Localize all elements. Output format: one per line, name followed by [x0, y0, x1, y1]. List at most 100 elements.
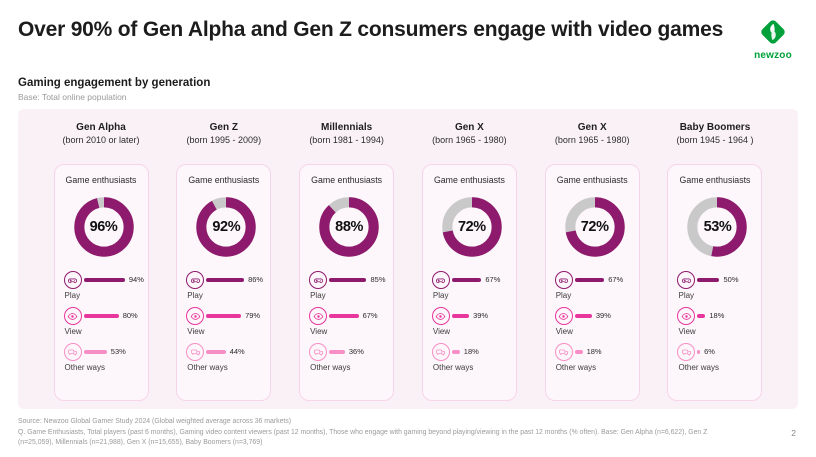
slide-footer: Source: Newzoo Global Gamer Study 2024 (… [18, 417, 798, 449]
metric-list: 67% Play 39% View 18% Other ways [431, 271, 512, 372]
generation-header: Gen Z (born 1995 - 2009) [165, 122, 283, 154]
metric-label-other: Other ways [310, 363, 351, 372]
metric-label-play: Play [187, 291, 203, 300]
metric-row-play: 50% Play [677, 271, 757, 300]
eye-icon [186, 307, 205, 325]
metric-row-other: 18% Other ways [554, 343, 635, 372]
section-head: Gaming engagement by generation Base: To… [18, 77, 798, 102]
metric-list: 94% Play 80% View 53% Other ways [63, 271, 144, 372]
generation-card: Game enthusiasts 92% 86% Play 79% View 44%… [176, 164, 272, 401]
generation-birth-range: (born 1965 - 1980) [432, 135, 507, 145]
enthusiasts-value: 72% [457, 219, 486, 235]
generation-name: Baby Boomers [679, 122, 751, 133]
generation-header: Gen Alpha (born 2010 or later) [42, 122, 160, 154]
metric-label-view: View [555, 327, 573, 336]
metric-bar-play [83, 278, 125, 282]
metric-value-play: 67% [608, 275, 624, 285]
metric-list: 86% Play 79% View 44% Other ways [186, 271, 266, 372]
metric-bar-view [83, 314, 119, 318]
metric-value-play: 67% [485, 275, 501, 285]
metric-label-play: Play [555, 291, 572, 300]
generation-name: Gen X [454, 122, 484, 133]
metric-label-play: Play [432, 291, 449, 300]
enthusiasts-donut: 96% [72, 195, 136, 259]
metric-row-play: 94% Play [63, 271, 144, 300]
metric-label-view: View [187, 327, 205, 336]
generation-name: Gen Z [209, 122, 238, 133]
gamepad-icon [309, 271, 328, 289]
metric-bar-other [329, 350, 345, 354]
generation-card: Game enthusiasts 72% 67% Play 39% View 18%… [544, 164, 640, 401]
chat-bubbles-icon [677, 343, 696, 361]
generation-header: Gen X (born 1965 - 1980) [410, 122, 528, 154]
chart-base-note: Base: Total online population [18, 92, 127, 102]
newzoo-diamond-icon [761, 20, 785, 44]
metric-label-other: Other ways [432, 363, 474, 372]
metric-value-play: 86% [248, 275, 264, 285]
metric-value-other: 36% [348, 347, 364, 357]
generation-header: Baby Boomers (born 1945 - 1964 ) [656, 122, 774, 154]
metric-bar-other [574, 350, 583, 354]
generation-header: Gen X (born 1965 - 1980) [533, 122, 651, 154]
chat-bubbles-icon [554, 343, 573, 361]
eye-icon [677, 307, 696, 325]
metric-row-other: 36% Other ways [309, 343, 389, 372]
metric-bar-view [329, 314, 359, 318]
metric-label-other: Other ways [678, 363, 719, 372]
metric-value-other: 53% [110, 347, 126, 357]
metric-value-other: 18% [586, 347, 602, 357]
enthusiasts-value: 92% [212, 219, 241, 235]
generation-name: Millennials [321, 122, 373, 133]
page-number: 2 [791, 428, 796, 439]
enthusiasts-donut: 53% [685, 195, 749, 259]
eye-icon [431, 307, 450, 325]
metric-list: 67% Play 39% View 18% Other ways [554, 271, 635, 372]
metric-bar-other [697, 350, 701, 354]
card-title: Game enthusiasts [679, 175, 751, 185]
metric-label-other: Other ways [187, 363, 228, 372]
generation-column: Gen Alpha (born 2010 or later) Game enth… [42, 122, 160, 401]
eye-icon [309, 307, 328, 325]
metric-label-view: View [432, 327, 451, 336]
footnotes: Source: Newzoo Global Gamer Study 2024 (… [18, 417, 724, 449]
generation-birth-range: (born 1995 - 2009) [186, 135, 262, 145]
enthusiasts-value: 72% [580, 219, 609, 235]
generation-card: Game enthusiasts 53% 50% Play 18% View 6% O… [667, 164, 763, 401]
generation-birth-range: (born 1945 - 1964 ) [676, 135, 754, 145]
generation-birth-range: (born 1981 - 1994) [309, 135, 384, 145]
generation-birth-range: (born 2010 or later) [62, 135, 140, 145]
generation-name: Gen X [577, 122, 607, 133]
metric-label-play: Play [64, 291, 81, 300]
eye-icon [63, 307, 82, 325]
metric-bar-play [451, 278, 482, 282]
enthusiasts-donut: 92% [194, 195, 258, 259]
metric-row-view: 18% View [677, 307, 757, 336]
metric-label-other: Other ways [64, 363, 105, 372]
metric-bar-view [574, 314, 592, 318]
generation-column: Millennials (born 1981 - 1994) Game enth… [288, 122, 406, 401]
enthusiasts-donut: 72% [440, 195, 504, 259]
source-line: Source: Newzoo Global Gamer Study 2024 (… [18, 418, 292, 425]
metric-value-play: 94% [128, 275, 144, 285]
enthusiasts-donut: 88% [317, 195, 381, 259]
enthusiasts-donut: 72% [563, 195, 627, 259]
metric-bar-view [697, 314, 706, 318]
metric-label-play: Play [310, 291, 326, 300]
newzoo-logo: newzoo [748, 14, 798, 61]
metric-label-other: Other ways [555, 363, 597, 372]
metric-value-view: 79% [245, 311, 261, 321]
metric-value-other: 18% [463, 347, 479, 357]
card-title: Game enthusiasts [311, 175, 383, 185]
eye-icon [554, 307, 573, 325]
metric-value-play: 50% [723, 275, 739, 285]
metric-bar-play [574, 278, 605, 282]
generation-column: Gen X (born 1965 - 1980) Game enthusiast… [410, 122, 528, 401]
metric-row-view: 79% View [186, 307, 266, 336]
generation-birth-range: (born 1965 - 1980) [554, 135, 630, 145]
generation-card: Game enthusiasts 88% 85% Play 67% View 36%… [299, 164, 395, 401]
metric-label-view: View [64, 327, 82, 336]
card-title: Game enthusiasts [188, 175, 260, 185]
metric-label-view: View [678, 327, 696, 336]
metric-row-other: 18% Other ways [431, 343, 512, 372]
